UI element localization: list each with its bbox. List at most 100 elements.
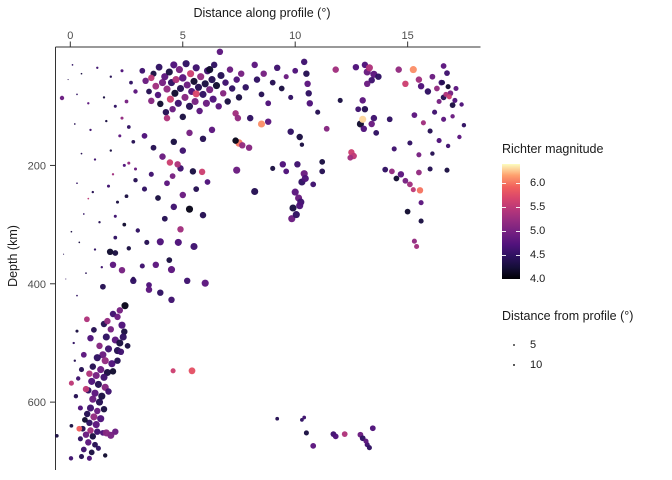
data-point [391,146,397,152]
data-point [97,415,105,423]
data-point [78,454,85,460]
data-point [279,161,287,168]
data-point [199,135,207,143]
data-point [115,200,120,204]
data-point [83,410,91,418]
data-point [65,278,67,280]
data-point [77,436,83,442]
data-point [212,82,221,90]
data-point [142,77,149,85]
data-point [289,204,297,212]
data-point [96,342,103,350]
data-point [127,161,131,165]
data-point [402,80,409,88]
data-point [450,114,455,119]
data-point [416,169,422,176]
data-point [414,243,420,250]
data-point [167,266,176,274]
data-point [92,371,100,380]
colorbar-tick-label: 5.5 [530,201,546,214]
x-tick-label: 15 [402,30,414,42]
data-point [368,120,375,128]
data-point [122,222,127,227]
data-point [182,60,190,68]
data-point [80,351,87,358]
data-point [418,218,424,224]
data-point [109,368,117,375]
data-point [352,63,360,71]
data-point [258,91,265,98]
data-point [301,174,309,183]
data-point [292,67,299,74]
data-point [199,211,207,219]
data-point [445,143,451,149]
data-point [86,455,92,461]
data-point [459,102,464,107]
data-point [174,99,182,107]
data-point [208,76,216,84]
data-point [92,421,100,429]
x-tick-label: 5 [180,30,186,42]
data-point [78,241,81,244]
data-point [166,95,174,103]
data-point [239,142,246,149]
data-point [85,439,92,446]
data-point [305,90,312,97]
data-point [196,107,203,115]
data-point [88,449,95,456]
data-point [169,105,176,113]
data-point [133,89,138,94]
data-point [102,333,110,341]
data-point [192,90,200,98]
data-point [283,74,289,80]
data-point [168,296,175,304]
data-point [150,144,157,151]
data-point [170,61,178,69]
data-point [179,74,187,82]
data-point [69,423,74,428]
data-point [430,151,435,156]
data-point [453,85,459,92]
data-point [242,84,249,91]
data-point [146,88,152,95]
data-point [133,178,138,183]
data-point [82,431,90,438]
data-point [278,85,285,92]
data-point [85,272,87,274]
data-point [165,68,173,76]
data-point [217,71,225,80]
data-point [109,149,112,152]
data-point [183,81,191,89]
data-point [67,79,69,81]
data-point [270,165,276,171]
data-point [118,266,126,274]
data-point [113,104,117,108]
data-point [171,89,179,97]
data-point [273,64,281,72]
data-point [235,94,243,101]
data-point [162,108,170,116]
data-point [80,152,83,155]
data-point [90,413,98,421]
data-point [323,125,330,132]
data-point [118,321,126,329]
data-point [409,66,417,74]
data-point [87,102,90,105]
data-point [185,205,194,213]
data-point [166,257,173,263]
data-point [253,76,261,83]
data-point [187,70,195,78]
data-point [292,211,300,219]
data-point [104,345,113,353]
data-point [120,69,124,73]
data-point [395,66,402,73]
data-point [310,443,317,449]
data-point [105,388,112,395]
data-point [183,277,191,285]
data-point [163,114,171,122]
data-point [434,85,440,92]
data-point [341,431,348,437]
data-point [296,202,304,210]
data-point [82,213,85,215]
